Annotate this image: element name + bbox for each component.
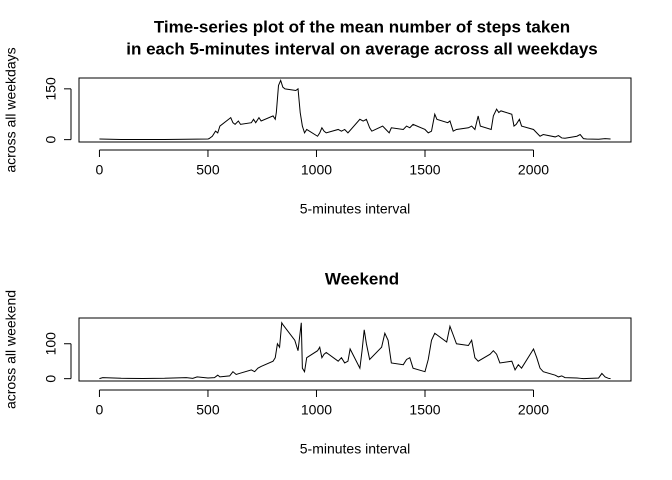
x-tick-label: 1000: [301, 162, 332, 178]
y-tick-label: 150: [43, 77, 59, 101]
x-tick-label: 1000: [301, 402, 332, 418]
y-axis-label: across all weekdays: [3, 47, 19, 172]
plot-box: [78, 317, 632, 382]
x-tick-label: 2000: [518, 162, 549, 178]
y-tick-label: 0: [43, 375, 59, 383]
x-axis-label: 5-minutes interval: [300, 441, 411, 457]
x-tick-label: 0: [96, 162, 104, 178]
x-tick-label: 500: [196, 162, 220, 178]
y-tick-label: 0: [43, 136, 59, 144]
data-line: [99, 78, 611, 141]
x-tick-label: 2000: [518, 402, 549, 418]
chart-title: Time-series plot of the mean number of s…: [154, 17, 570, 36]
chart-title: in each 5-minutes interval on average ac…: [126, 39, 598, 58]
data-line: [99, 321, 611, 380]
y-tick-label: 100: [43, 332, 59, 356]
x-axis-label: 5-minutes interval: [300, 201, 411, 217]
x-tick-label: 0: [96, 402, 104, 418]
y-axis-label: across all weekend: [3, 290, 19, 409]
chart-title: Weekend: [325, 269, 399, 288]
plot-box: [78, 77, 632, 143]
x-tick-label: 1500: [409, 162, 440, 178]
x-tick-label: 500: [196, 402, 220, 418]
x-tick-label: 1500: [409, 402, 440, 418]
